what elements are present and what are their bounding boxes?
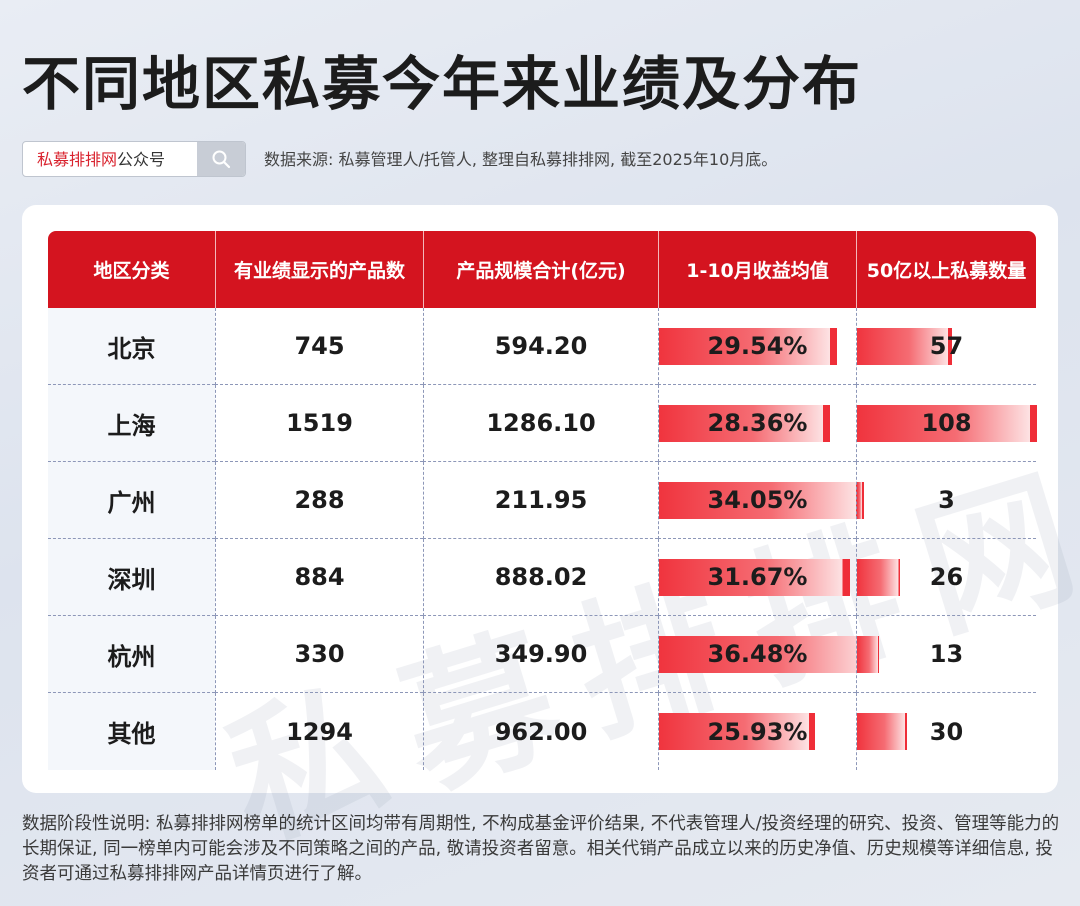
large-fund-count-cell: 3 xyxy=(856,462,1036,539)
product-count-cell: 1294 xyxy=(215,693,423,770)
scale-cell: 211.95 xyxy=(423,462,658,539)
scale-cell: 962.00 xyxy=(423,693,658,770)
table-row: 深圳 884 888.02 31.67% 26 xyxy=(48,539,1036,616)
return-cell: 31.67% xyxy=(658,539,856,616)
region-cell: 北京 xyxy=(48,308,215,385)
col-header-large-funds: 50亿以上私募数量 xyxy=(856,231,1036,308)
large-fund-label: 30 xyxy=(929,717,964,746)
large-fund-label: 3 xyxy=(938,486,955,514)
large-fund-bar xyxy=(857,328,952,365)
region-cell: 其他 xyxy=(48,693,215,770)
large-fund-bar xyxy=(857,636,879,673)
return-bar xyxy=(659,405,830,442)
large-fund-count-cell: 108 xyxy=(856,385,1037,462)
return-label: 25.93% xyxy=(707,717,808,746)
return-cell: 28.36% xyxy=(658,385,856,462)
col-header-region: 地区分类 xyxy=(48,231,215,308)
large-fund-bar xyxy=(857,405,1037,442)
large-fund-count-cell: 26 xyxy=(856,539,1036,616)
table-card: 私募排排网 地区分类 有业绩显示的产品数 产品规模合计(亿元) 1-10月收益均… xyxy=(22,205,1080,871)
table-row: 杭州 330 349.90 36.48% 13 xyxy=(48,616,1036,693)
product-count-cell: 1519 xyxy=(215,385,423,462)
search-icon xyxy=(212,150,231,169)
return-cell: 29.54% xyxy=(658,308,856,385)
product-count-cell: 745 xyxy=(215,308,423,385)
table-header-row: 地区分类 有业绩显示的产品数 产品规模合计(亿元) 1-10月收益均值 50亿以… xyxy=(48,231,1036,308)
product-count-cell: 330 xyxy=(215,616,423,693)
return-label: 29.54% xyxy=(707,332,808,360)
scale-cell: 1286.10 xyxy=(423,385,658,462)
region-cell: 深圳 xyxy=(48,539,215,616)
search-brand: 私募排排网公众号 xyxy=(37,150,166,169)
scale-cell: 349.90 xyxy=(423,616,658,693)
large-fund-label: 57 xyxy=(929,332,964,360)
large-fund-bar xyxy=(857,482,862,519)
large-fund-count-cell: 57 xyxy=(856,308,1036,385)
large-fund-label: 26 xyxy=(929,563,964,591)
return-bar xyxy=(659,636,879,673)
large-fund-count-cell: 13 xyxy=(856,616,1036,693)
large-fund-label: 13 xyxy=(929,640,964,668)
return-cell: 34.05% xyxy=(658,462,864,539)
return-bar xyxy=(659,482,864,519)
col-header-products: 有业绩显示的产品数 xyxy=(215,231,423,308)
disclaimer-text: 数据阶段性说明: 私募排排网榜单的统计区间均带有周期性, 不构成基金评价结果, … xyxy=(22,814,1060,884)
search-button[interactable] xyxy=(197,142,245,176)
large-fund-bar xyxy=(857,713,907,750)
large-fund-label: 108 xyxy=(921,409,972,437)
table-row: 广州 288 211.95 34.05% 3 xyxy=(48,462,1036,539)
data-table: 地区分类 有业绩显示的产品数 产品规模合计(亿元) 1-10月收益均值 50亿以… xyxy=(48,231,1037,770)
return-cell: 36.48% xyxy=(658,616,879,693)
return-label: 36.48% xyxy=(707,640,808,668)
region-cell: 广州 xyxy=(48,462,215,539)
search-box[interactable]: 私募排排网公众号 xyxy=(22,141,246,177)
scale-cell: 888.02 xyxy=(423,539,658,616)
large-fund-count-cell: 30 xyxy=(856,693,1036,770)
col-header-return: 1-10月收益均值 xyxy=(658,231,856,308)
col-header-scale: 产品规模合计(亿元) xyxy=(423,231,658,308)
table-row: 其他 1294 962.00 25.93% 30 xyxy=(48,693,1036,770)
page-title: 不同地区私募今年来业绩及分布 xyxy=(22,50,863,118)
return-bar xyxy=(659,559,850,596)
table-row: 北京 745 594.20 29.54% 57 xyxy=(48,308,1036,385)
return-label: 31.67% xyxy=(707,563,808,591)
large-fund-bar xyxy=(857,559,900,596)
product-count-cell: 288 xyxy=(215,462,423,539)
region-cell: 杭州 xyxy=(48,616,215,693)
scale-cell: 594.20 xyxy=(423,308,658,385)
data-source-note: 数据来源: 私募管理人/托管人, 整理自私募排排网, 截至2025年10月底。 xyxy=(264,150,778,169)
product-count-cell: 884 xyxy=(215,539,423,616)
return-bar xyxy=(659,328,837,365)
return-label: 28.36% xyxy=(707,409,808,437)
region-cell: 上海 xyxy=(48,385,215,462)
return-bar xyxy=(659,713,815,750)
return-label: 34.05% xyxy=(707,486,808,514)
table-row: 上海 1519 1286.10 28.36% 108 xyxy=(48,385,1037,462)
return-cell: 25.93% xyxy=(658,693,856,770)
